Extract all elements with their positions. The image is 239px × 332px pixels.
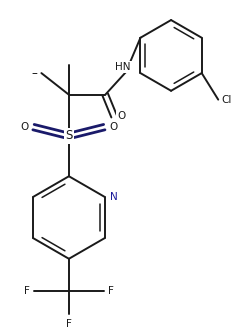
Text: S: S: [65, 129, 73, 142]
Text: O: O: [109, 122, 117, 132]
Text: F: F: [24, 286, 30, 296]
Text: O: O: [20, 122, 29, 132]
Text: F: F: [66, 319, 72, 329]
Text: O: O: [117, 111, 125, 121]
Text: Cl: Cl: [221, 95, 232, 105]
Text: N: N: [109, 192, 117, 202]
Text: HN: HN: [115, 62, 131, 72]
Text: F: F: [108, 286, 114, 296]
Text: –: –: [32, 67, 38, 80]
